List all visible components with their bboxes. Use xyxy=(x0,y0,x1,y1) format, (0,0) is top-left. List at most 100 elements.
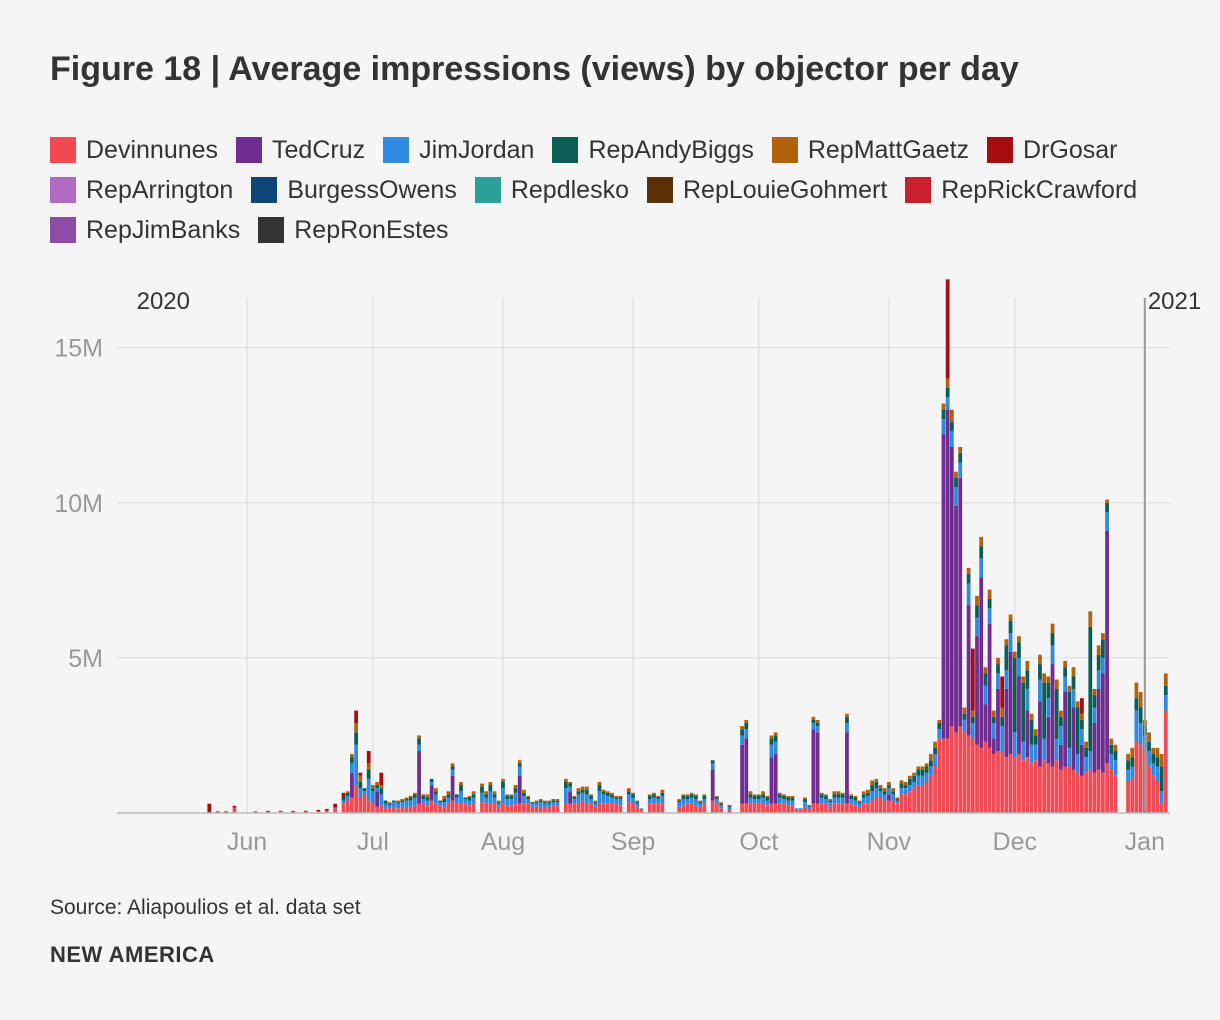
bar-segment-jimjordan xyxy=(983,685,988,705)
legend-swatch xyxy=(258,217,285,243)
bar-segment-repmattgaetz xyxy=(618,795,623,798)
bar-segment-repmattgaetz xyxy=(996,657,1000,665)
bar-segment-repmattgaetz xyxy=(903,781,908,786)
bar-segment-devinnunes xyxy=(1159,803,1164,813)
bar-segment-repmattgaetz xyxy=(501,778,505,782)
bar-segment-devinnunes xyxy=(1021,760,1026,813)
bar-segment-drgosar xyxy=(1080,698,1084,714)
bar-segment-devinnunes xyxy=(933,766,937,813)
bar-segment-jimjordan xyxy=(702,799,707,804)
bar-segment-repandybiggs xyxy=(391,800,396,803)
bar-segment-repmattgaetz xyxy=(773,732,778,736)
bar-segment-repandybiggs xyxy=(677,800,682,803)
bar-segment-repmattgaetz xyxy=(631,792,635,795)
bar-segment-jimjordan xyxy=(1021,741,1026,761)
bar-segment-tedcruz xyxy=(1004,688,1009,758)
bar-segment-drgosar xyxy=(207,803,212,813)
bar-segment-repandybiggs xyxy=(1012,657,1017,733)
bar-segment-repandybiggs xyxy=(748,794,753,798)
bar-segment-tedcruz xyxy=(983,704,988,742)
bar-segment-jimjordan xyxy=(891,794,896,801)
bar-segment-jimjordan xyxy=(652,797,656,804)
bar-segment-devinnunes xyxy=(1038,766,1042,813)
bar-segment-jimjordan xyxy=(496,803,501,807)
bar-segment-repandybiggs xyxy=(593,802,598,804)
bar-segment-repandybiggs xyxy=(702,795,707,800)
bar-segment-jimjordan xyxy=(1092,707,1097,724)
legend-label: Repdlesko xyxy=(510,175,629,204)
bar-segment-repandybiggs xyxy=(987,598,992,609)
bar-segment-repandybiggs xyxy=(366,769,371,779)
bar-segment-repandybiggs xyxy=(849,795,854,800)
bar-segment-devinnunes xyxy=(593,806,598,813)
bar-segment-repandybiggs xyxy=(1021,682,1026,742)
bar-segment-repmattgaetz xyxy=(836,791,841,795)
bar-segment-repmattgaetz xyxy=(1004,639,1009,646)
bar-segment-repmattgaetz xyxy=(379,785,384,789)
bar-segment-jimjordan xyxy=(333,807,338,809)
bar-segment-devinnunes xyxy=(1000,750,1005,813)
bar-segment-repandybiggs xyxy=(1008,620,1013,634)
bar-segment-devinnunes xyxy=(945,738,950,813)
bar-segment-jimjordan xyxy=(626,794,631,803)
bar-segment-devinnunes xyxy=(417,803,421,813)
legend-item-reparrington: RepArrington xyxy=(50,176,233,204)
bar-segment-devinnunes xyxy=(1050,766,1055,813)
bar-segment-repandybiggs xyxy=(551,800,556,803)
bar-segment-devinnunes xyxy=(509,805,514,813)
bar-segment-repmattgaetz xyxy=(1096,645,1101,655)
bar-segment-repmattgaetz xyxy=(908,775,912,779)
bar-segment-devinnunes xyxy=(685,803,690,813)
bar-segment-jimjordan xyxy=(232,807,237,809)
bar-segment-repandybiggs xyxy=(614,797,619,800)
bar-segment-jimjordan xyxy=(446,797,451,804)
bar-segment-devinnunes xyxy=(849,803,854,813)
bar-segment-repandybiggs xyxy=(756,795,761,800)
bar-segment-repmattgaetz xyxy=(496,800,501,803)
bar-segment-jimjordan xyxy=(1046,698,1051,717)
bar-segment-jimjordan xyxy=(845,723,849,733)
bar-segment-devinnunes xyxy=(803,806,807,813)
bar-segment-repandybiggs xyxy=(345,792,350,796)
bar-segment-repandybiggs xyxy=(870,785,875,792)
bar-segment-jimjordan xyxy=(371,791,375,804)
bar-segment-devinnunes xyxy=(530,806,535,813)
bar-segment-repmattgaetz xyxy=(350,754,354,758)
bar-segment-jimjordan xyxy=(1159,791,1164,804)
bar-segment-jimjordan xyxy=(895,800,900,804)
bar-segment-repandybiggs xyxy=(824,795,828,800)
legend-swatch xyxy=(383,137,410,163)
bar-segment-jimjordan xyxy=(685,799,690,804)
bar-segment-devinnunes xyxy=(853,805,858,813)
bar-segment-repmattgaetz xyxy=(371,785,375,789)
bar-segment-repmattgaetz xyxy=(828,799,833,801)
bar-segment-devinnunes xyxy=(790,805,795,813)
bar-segment-repandybiggs xyxy=(1004,645,1009,671)
bar-segment-repmattgaetz xyxy=(962,707,967,714)
bar-segment-jimjordan xyxy=(1155,766,1160,782)
bar-segment-repmattgaetz xyxy=(786,795,791,798)
bar-segment-repandybiggs xyxy=(983,673,988,686)
legend-swatch xyxy=(552,137,579,163)
bar-segment-repandybiggs xyxy=(505,795,510,800)
bar-segment-repandybiggs xyxy=(681,795,686,800)
bar-segment-repandybiggs xyxy=(970,716,975,724)
bar-segment-repmattgaetz xyxy=(991,710,996,717)
bar-segment-devinnunes xyxy=(584,803,589,813)
bar-segment-repmattgaetz xyxy=(975,595,979,606)
bar-segment-repmattgaetz xyxy=(597,781,602,786)
bar-segment-repandybiggs xyxy=(878,788,883,792)
bar-segment-repmattgaetz xyxy=(400,799,405,801)
bar-segment-tedcruz xyxy=(887,794,891,801)
bar-segment-jimjordan xyxy=(1134,710,1139,742)
bar-segment-repandybiggs xyxy=(1063,667,1068,677)
bar-segment-repmattgaetz xyxy=(740,726,744,730)
bar-segment-devinnunes xyxy=(492,803,497,813)
bar-segment-jimjordan xyxy=(555,802,560,806)
bar-segment-devinnunes xyxy=(677,806,682,813)
bar-segment-repmattgaetz xyxy=(874,778,879,782)
bar-segment-repandybiggs xyxy=(933,747,937,755)
bar-segment-devinnunes xyxy=(966,735,971,813)
bar-segment-devinnunes xyxy=(366,800,371,813)
bar-segment-repmattgaetz xyxy=(513,785,518,789)
